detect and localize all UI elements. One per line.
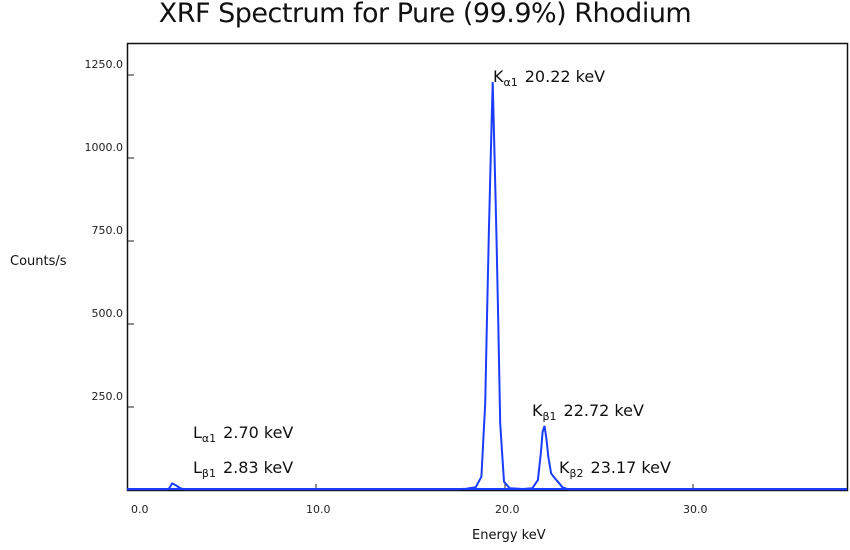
x-tick-label: 20.0 [495, 503, 520, 516]
annotation-k-beta2: Kβ2 23.17 keV [559, 458, 671, 480]
annotation-k-alpha1: Kα1 20.22 keV [493, 67, 606, 89]
y-tick-label: 500.0 [91, 307, 124, 320]
x-tick-label: 30.0 [683, 503, 708, 516]
chart-title: XRF Spectrum for Pure (99.9%) Rhodium [158, 0, 692, 29]
y-tick-label: 250.0 [91, 390, 124, 403]
annotation-k-beta1: Kβ1 22.72 keV [532, 401, 644, 423]
y-tick-label: 1250.0 [84, 58, 124, 71]
y-tick-label: 750.0 [91, 224, 124, 237]
annotation-l-beta1: Lβ1 2.83 keV [193, 458, 294, 480]
x-axis-label: Energy keV [472, 528, 546, 543]
x-tick-label: 10.0 [306, 503, 331, 516]
annotation-l-alpha1: Lα1 2.70 keV [193, 423, 294, 445]
y-tick-label: 1000.0 [84, 141, 124, 154]
y-axis-label: Counts/s [10, 254, 67, 269]
x-tick-label: 0.0 [131, 503, 149, 516]
